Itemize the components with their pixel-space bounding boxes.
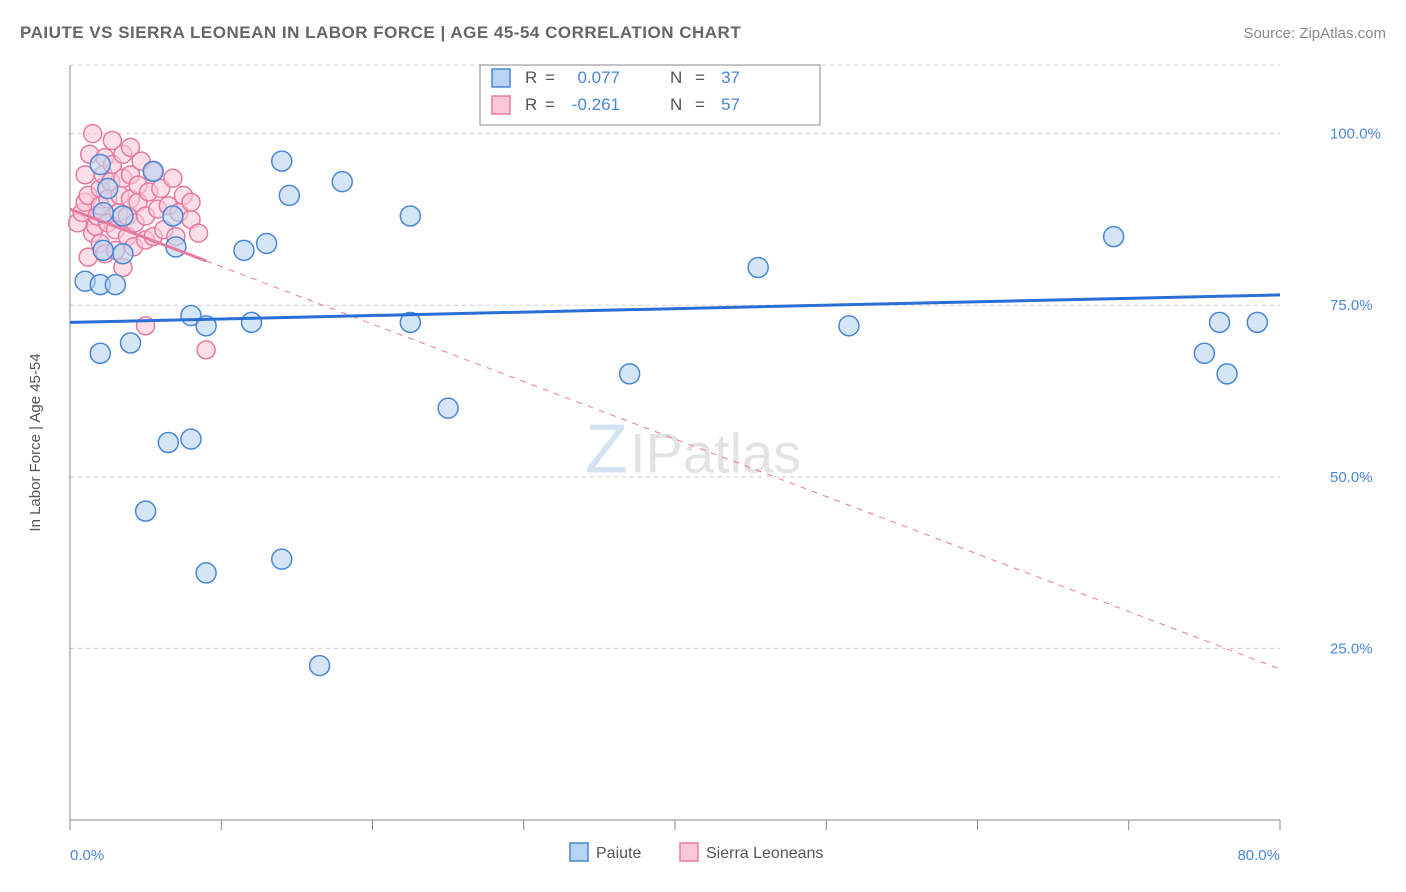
svg-text:57: 57	[721, 95, 740, 114]
scatter-chart: 25.0% 50.0% 75.0% 100.0% 0.0% 80.0% In Labor F…	[20, 50, 1386, 870]
svg-text:R: R	[525, 68, 537, 87]
chart-header: PAIUTE VS SIERRA LEONEAN IN LABOR FORCE …	[20, 18, 1386, 48]
svg-text:=: =	[695, 95, 705, 114]
svg-text:=: =	[545, 68, 555, 87]
svg-text:80.0%: 80.0%	[1237, 847, 1280, 864]
svg-text:0.0%: 0.0%	[70, 847, 104, 864]
svg-text:Paiute: Paiute	[596, 845, 641, 862]
svg-text:Z: Z	[585, 410, 628, 488]
svg-text:=: =	[695, 68, 705, 87]
svg-text:37: 37	[721, 68, 740, 87]
svg-text:-0.261: -0.261	[572, 95, 620, 114]
svg-text:N: N	[670, 68, 682, 87]
svg-text:100.0%: 100.0%	[1330, 126, 1381, 143]
svg-text:25.0%: 25.0%	[1330, 640, 1373, 657]
svg-text:=: =	[545, 95, 555, 114]
chart-container: 25.0% 50.0% 75.0% 100.0% 0.0% 80.0% In Labor F…	[20, 50, 1386, 870]
svg-text:In Labor Force | Age 45-54: In Labor Force | Age 45-54	[27, 353, 44, 531]
svg-text:Sierra Leoneans: Sierra Leoneans	[706, 845, 823, 862]
svg-text:R: R	[525, 95, 537, 114]
svg-text:N: N	[670, 95, 682, 114]
chart-title: PAIUTE VS SIERRA LEONEAN IN LABOR FORCE …	[20, 23, 741, 43]
chart-source: Source: ZipAtlas.com	[1243, 25, 1386, 42]
svg-text:75.0%: 75.0%	[1330, 297, 1373, 314]
svg-text:IPatlas: IPatlas	[630, 422, 801, 485]
svg-text:0.077: 0.077	[577, 68, 620, 87]
svg-text:50.0%: 50.0%	[1330, 469, 1373, 486]
